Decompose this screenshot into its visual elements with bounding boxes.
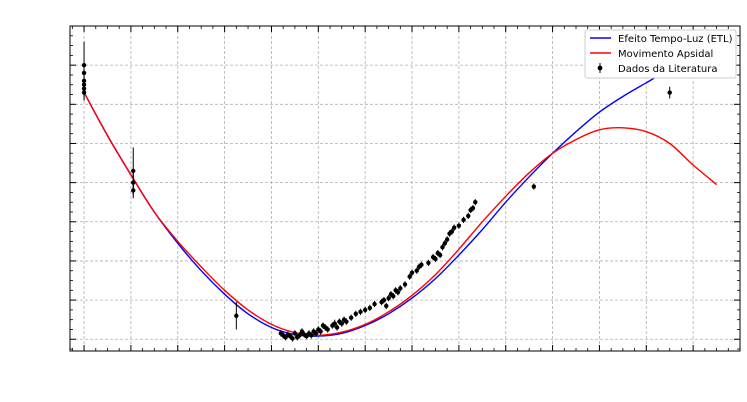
legend-box	[584, 29, 737, 79]
data-point	[367, 305, 373, 311]
data-point	[407, 274, 412, 279]
data-point	[348, 315, 354, 320]
legend-apsidal-label: Movimento Apsidal	[618, 49, 713, 60]
data-point	[667, 90, 672, 95]
data-point	[334, 325, 340, 330]
apsidal-curve	[83, 92, 718, 337]
data-point	[81, 70, 87, 76]
data-point	[461, 217, 466, 223]
data-point	[414, 268, 419, 273]
data-point	[470, 205, 476, 211]
data-point	[451, 225, 457, 230]
data-point	[318, 329, 323, 334]
data-point	[362, 307, 368, 313]
data-point	[473, 200, 478, 205]
data-point	[81, 62, 87, 68]
data-point	[81, 90, 87, 95]
data-point	[344, 319, 349, 324]
data-point	[381, 297, 387, 303]
data-point	[419, 262, 424, 268]
data-point	[325, 327, 330, 332]
data-point	[131, 188, 136, 193]
data-point	[426, 260, 431, 266]
data-points	[81, 41, 672, 342]
data-point	[409, 270, 415, 275]
data-point	[372, 301, 377, 307]
data-point	[440, 245, 445, 250]
legend-data-label: Dados da Literatura	[618, 64, 718, 75]
etl-curve	[83, 46, 717, 337]
plot-frame	[69, 25, 741, 352]
data-point	[313, 331, 319, 336]
data-point	[531, 184, 537, 189]
model-curves	[83, 46, 718, 337]
data-point	[358, 309, 363, 315]
chart-legend: Efeito Tempo-Luz (ETL) Movimento Apsidal…	[584, 29, 737, 79]
data-point	[433, 256, 438, 262]
data-point	[398, 286, 403, 291]
data-point	[456, 223, 462, 228]
data-point	[449, 229, 455, 234]
data-point	[386, 295, 391, 301]
data-point	[292, 331, 298, 336]
data-point	[234, 313, 239, 318]
legend-data-marker	[597, 65, 603, 71]
data-point	[309, 333, 314, 338]
data-point	[442, 241, 448, 246]
data-point	[402, 282, 408, 287]
data-point	[332, 321, 337, 326]
data-point	[299, 329, 305, 334]
data-point	[466, 213, 471, 219]
data-point	[339, 321, 344, 326]
data-point	[384, 303, 389, 309]
data-point	[395, 290, 401, 295]
data-point	[391, 293, 396, 299]
data-point	[437, 252, 443, 258]
legend-etl-label: Efeito Tempo-Luz (ETL)	[618, 34, 733, 45]
data-point	[297, 333, 302, 338]
data-point	[444, 237, 450, 242]
data-point	[353, 311, 359, 317]
data-point	[290, 336, 295, 341]
